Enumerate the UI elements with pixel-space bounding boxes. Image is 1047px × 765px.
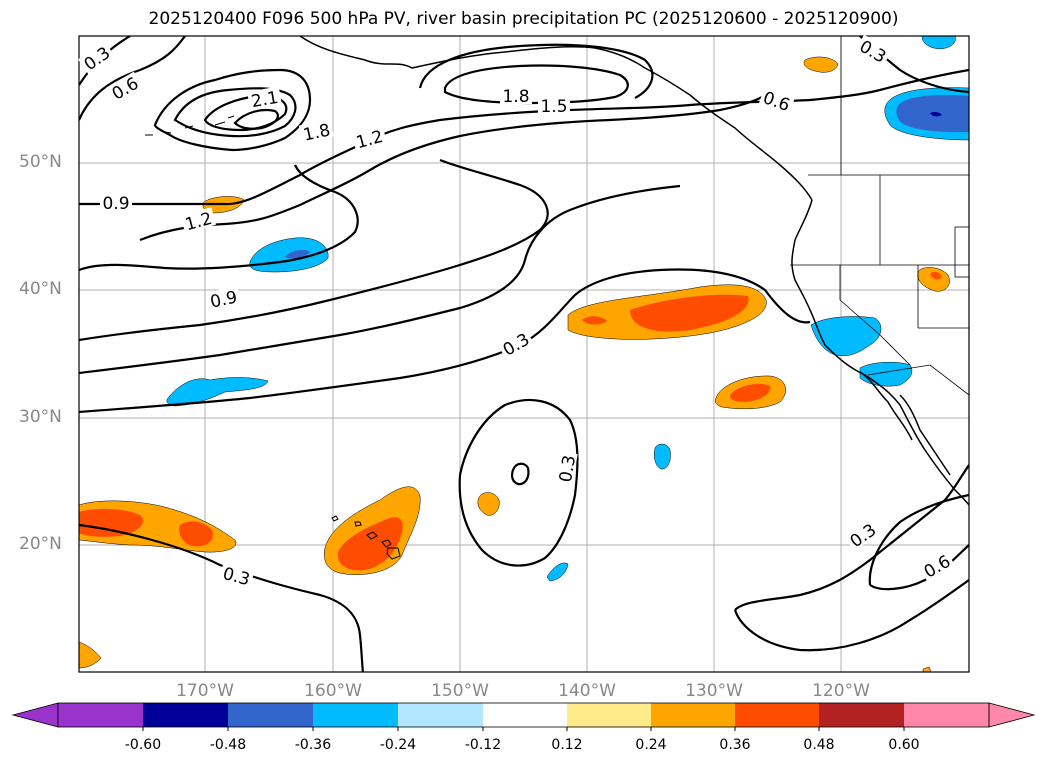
lon-label-130w: 130°W	[685, 681, 743, 701]
negative-precip-area	[810, 316, 882, 356]
colorbar-tick-label: 0.12	[551, 737, 583, 753]
colorbar-segment	[58, 703, 143, 727]
positive-precip-area	[803, 56, 839, 73]
lat-label-30n: 30°N	[19, 407, 62, 427]
contour-label: 1.5	[540, 97, 567, 117]
colorbar-segment	[143, 703, 228, 727]
strong-positive-precip-area	[582, 316, 607, 325]
negative-precip-area	[859, 361, 913, 387]
negative-precip-area	[546, 562, 569, 582]
lon-label-120w: 120°W	[812, 681, 870, 701]
colorbar-segment	[567, 703, 651, 727]
pv-contour	[79, 523, 365, 672]
strong-positive-precip-area	[630, 294, 749, 332]
map-title: 2025120400 F096 500 hPa PV, river basin …	[148, 9, 899, 29]
pv-contour	[734, 464, 969, 611]
pv-contour	[868, 493, 969, 586]
positive-precip-area	[79, 641, 102, 669]
colorbar-tick-label: 0.48	[803, 737, 835, 753]
strong-positive-precip-area	[730, 383, 771, 402]
pv-contour	[79, 158, 549, 342]
colorbar-segment	[398, 703, 483, 727]
lat-label-40n: 40°N	[19, 279, 62, 299]
pv-contour	[139, 91, 771, 242]
colorbar-tick-label: -0.60	[124, 737, 162, 753]
colorbar-tick-label: -0.12	[464, 737, 502, 753]
state-borders	[790, 36, 969, 396]
pv-contour	[418, 43, 654, 99]
colorbar-segment	[228, 703, 313, 727]
lon-label-160w: 160°W	[304, 681, 362, 701]
colorbar-segment	[735, 703, 819, 727]
colorbar-segment	[904, 703, 989, 727]
negative-precip-area	[654, 443, 671, 470]
colorbar-min-extension	[11, 702, 59, 728]
pv-contour	[173, 87, 297, 138]
very-strong-negative-precip-area	[930, 111, 942, 117]
colorbar-tick-label: 0.60	[888, 737, 920, 753]
colorbar-max-extension	[988, 702, 1036, 728]
map-frame	[78, 35, 970, 673]
positive-precip-area	[917, 267, 950, 292]
strong-positive-precip-area	[79, 508, 144, 537]
colorbar-segment	[819, 703, 904, 727]
pv-contour	[458, 398, 579, 567]
lat-label-20n: 20°N	[19, 534, 62, 554]
coastlines	[299, 36, 969, 506]
negative-precip-area	[921, 36, 956, 50]
pv-contour	[153, 68, 312, 152]
colorbar-segment	[313, 703, 398, 727]
pv-contour	[79, 164, 359, 272]
contour-labels: 0.3 0.6 2.1 1.8 1.5 0.6 0.3 1.8 1.2 0.9 …	[78, 34, 955, 590]
lon-label-170w: 170°W	[176, 681, 234, 701]
lon-label-140w: 140°W	[558, 681, 616, 701]
contour-label: 0.3	[556, 454, 580, 484]
strong-positive-precip-area	[337, 517, 403, 571]
contour-label: 2.1	[250, 88, 280, 112]
pv-contour	[203, 94, 288, 132]
colorbar-tick-label: -0.36	[294, 737, 332, 753]
positive-precip-area	[922, 666, 932, 672]
lat-label-50n: 50°N	[19, 152, 62, 172]
colorbar-segment	[483, 703, 567, 727]
colorbar-segment	[651, 703, 735, 727]
pv-contour	[79, 36, 186, 121]
pv-contour	[869, 544, 969, 591]
colorbar-tick-label: 0.36	[719, 737, 751, 753]
lon-label-150w: 150°W	[431, 681, 489, 701]
strong-positive-precip-area	[930, 271, 942, 280]
colorbar-tick-label: -0.48	[209, 737, 247, 753]
pv-contour	[233, 108, 279, 130]
contour-label: 1.8	[502, 87, 529, 107]
pv-contour	[510, 462, 530, 486]
pv-contour	[79, 184, 681, 375]
strong-positive-precip-area	[179, 521, 213, 547]
precip-fill-areas	[79, 36, 969, 672]
colorbar-tick-label: -0.24	[379, 737, 417, 753]
contour-label: 0.9	[102, 194, 129, 214]
positive-precip-area	[477, 492, 500, 516]
colorbar	[11, 702, 1036, 731]
pv-contour	[733, 579, 969, 652]
colorbar-tick-label: 0.24	[635, 737, 667, 753]
